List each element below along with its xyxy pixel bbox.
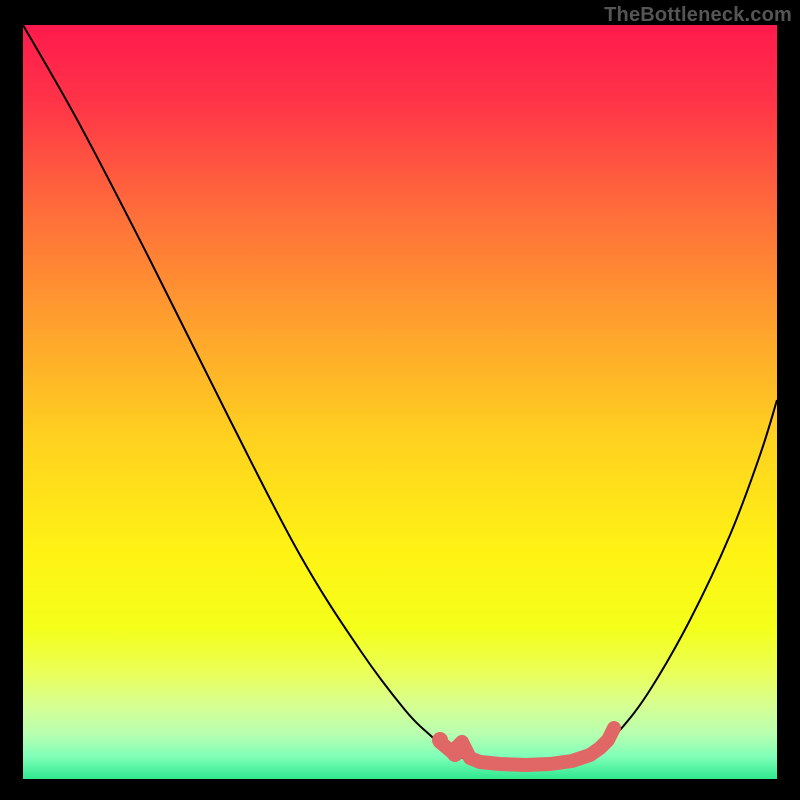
chart-container: TheBottleneck.com	[0, 0, 800, 800]
watermark-text: TheBottleneck.com	[604, 4, 792, 27]
highlight-dot	[432, 732, 448, 748]
bottleneck-chart	[0, 0, 800, 800]
highlight-dot	[447, 746, 463, 762]
